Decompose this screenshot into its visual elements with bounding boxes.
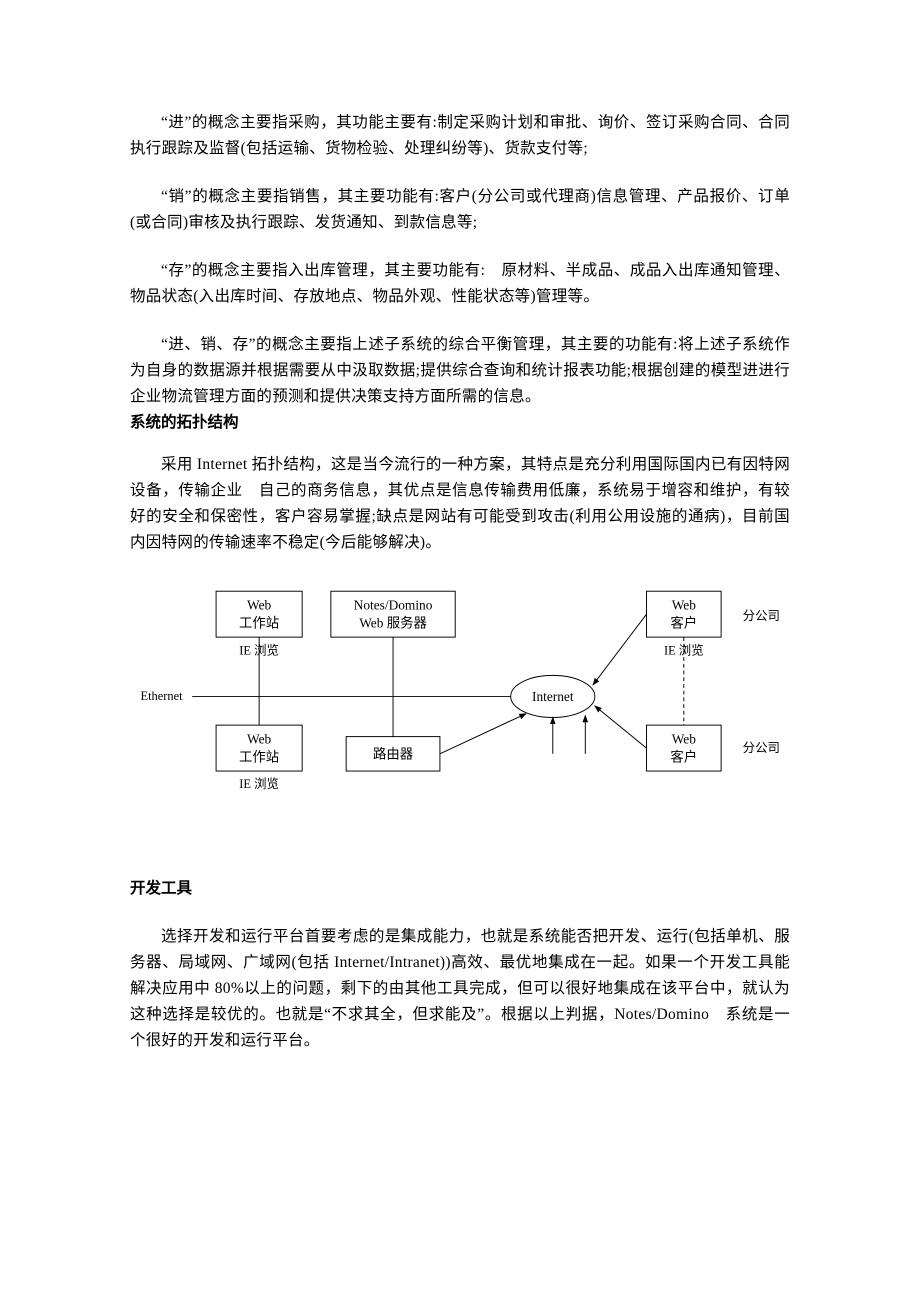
svg-text:Notes/Domino: Notes/Domino <box>354 597 433 612</box>
svg-text:工作站: 工作站 <box>239 749 279 764</box>
svg-text:IE 浏览: IE 浏览 <box>239 776 279 791</box>
topology-diagram: Internet Web 工作站 Notes/Domino Web 服务器 Web 客户 We… <box>130 586 790 826</box>
paragraph-devtools: 选择开发和运行平台首要考虑的是集成能力，也就是系统能否把开发、运行(包括单机、服… <box>130 924 790 1054</box>
paragraph-jin: “进”的概念主要指采购，其功能主要有:制定采购计划和审批、询价、签订采购合同、合… <box>130 110 790 162</box>
svg-text:客户: 客户 <box>670 748 697 764</box>
svg-text:IE 浏览: IE 浏览 <box>664 642 704 657</box>
paragraph-jinxiaocun: “进、销、存”的概念主要指上述子系统的综合平衡管理，其主要的功能有:将上述子系统… <box>130 332 790 410</box>
svg-text:Web 服务器: Web 服务器 <box>359 616 427 631</box>
svg-text:客户: 客户 <box>670 615 697 631</box>
svg-text:Web: Web <box>672 597 696 612</box>
svg-text:Web: Web <box>247 731 271 746</box>
svg-text:IE 浏览: IE 浏览 <box>239 642 279 657</box>
svg-text:Ethernet: Ethernet <box>141 689 184 703</box>
svg-text:分公司: 分公司 <box>743 741 780 755</box>
svg-text:分公司: 分公司 <box>743 609 780 623</box>
paragraph-cun: “存”的概念主要指入出库管理，其主要功能有: 原材料、半成品、成品入出库通知管理… <box>130 258 790 310</box>
document-page: “进”的概念主要指采购，其功能主要有:制定采购计划和审批、询价、签订采购合同、合… <box>0 0 920 1136</box>
heading-topology: 系统的拓扑结构 <box>130 410 790 436</box>
heading-devtools: 开发工具 <box>130 876 790 902</box>
svg-text:Web: Web <box>247 597 271 612</box>
paragraph-topology: 采用 Internet 拓扑结构，这是当今流行的一种方案，其特点是充分利用国际国… <box>130 452 790 556</box>
topology-svg: Internet Web 工作站 Notes/Domino Web 服务器 Web 客户 We… <box>130 586 790 826</box>
paragraph-xiao: “销”的概念主要指销售，其主要功能有:客户(分公司或代理商)信息管理、产品报价、… <box>130 184 790 236</box>
svg-text:路由器: 路由器 <box>373 747 413 762</box>
svg-text:工作站: 工作站 <box>239 616 279 631</box>
svg-text:Internet: Internet <box>532 689 574 704</box>
svg-text:Web: Web <box>672 731 696 746</box>
